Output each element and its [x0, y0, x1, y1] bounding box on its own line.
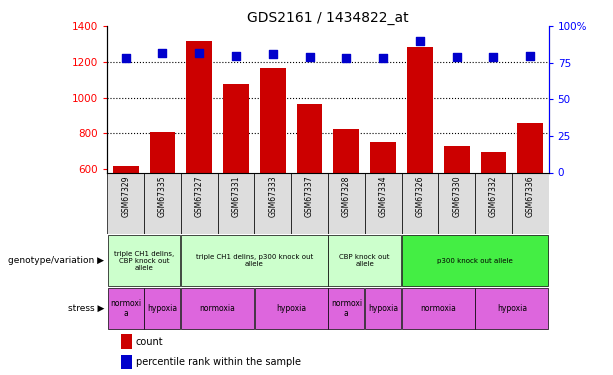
Bar	[370, 142, 396, 172]
Bar	[291, 172, 328, 234]
Bar	[329, 288, 364, 329]
Bar	[223, 84, 249, 172]
Text: GSM67336: GSM67336	[526, 176, 535, 217]
Bar	[517, 123, 543, 172]
Bar	[297, 104, 322, 172]
Point	[231, 53, 241, 58]
Bar	[186, 40, 212, 172]
Bar	[329, 236, 401, 286]
Text: GSM67326: GSM67326	[416, 176, 424, 217]
Text: normoxia: normoxia	[421, 304, 456, 313]
Text: hypoxia: hypoxia	[497, 304, 527, 313]
Bar	[181, 236, 327, 286]
Text: triple CH1 delins,
CBP knock out
allele: triple CH1 delins, CBP knock out allele	[114, 251, 174, 271]
Bar	[113, 166, 139, 172]
Bar	[254, 172, 291, 234]
Point	[415, 38, 425, 44]
Point	[194, 50, 204, 55]
Bar	[108, 288, 143, 329]
Bar	[402, 288, 474, 329]
Text: GSM67331: GSM67331	[232, 176, 240, 217]
Bar	[476, 288, 548, 329]
Bar	[444, 146, 470, 172]
Point	[452, 54, 462, 60]
Point	[341, 56, 351, 62]
Point	[305, 54, 314, 60]
Text: stress ▶: stress ▶	[68, 304, 104, 313]
Text: count: count	[136, 336, 164, 346]
Bar	[255, 288, 327, 329]
Point	[158, 50, 167, 55]
Point	[268, 51, 278, 57]
Text: normoxi
a: normoxi a	[331, 299, 362, 318]
Bar	[365, 172, 402, 234]
Text: percentile rank within the sample: percentile rank within the sample	[136, 357, 301, 367]
Text: genotype/variation ▶: genotype/variation ▶	[8, 256, 104, 265]
Text: GSM67329: GSM67329	[121, 176, 130, 217]
Bar	[512, 172, 549, 234]
Bar	[402, 236, 548, 286]
Title: GDS2161 / 1434822_at: GDS2161 / 1434822_at	[247, 11, 409, 25]
Bar	[407, 47, 433, 172]
Text: GSM67327: GSM67327	[195, 176, 204, 217]
Text: normoxi
a: normoxi a	[110, 299, 141, 318]
Bar	[328, 172, 365, 234]
Text: GSM67335: GSM67335	[158, 176, 167, 217]
Text: hypoxia: hypoxia	[147, 304, 178, 313]
Text: GSM67328: GSM67328	[342, 176, 351, 217]
Text: hypoxia: hypoxia	[276, 304, 306, 313]
Bar	[218, 172, 254, 234]
Bar	[121, 355, 132, 369]
Bar	[181, 172, 218, 234]
Bar	[438, 172, 475, 234]
Bar	[260, 68, 286, 172]
Bar	[475, 172, 512, 234]
Bar	[150, 132, 175, 172]
Bar	[145, 288, 180, 329]
Point	[121, 56, 131, 62]
Point	[525, 53, 535, 58]
Bar	[107, 172, 144, 234]
Text: GSM67333: GSM67333	[268, 176, 277, 217]
Text: GSM67334: GSM67334	[379, 176, 387, 217]
Text: hypoxia: hypoxia	[368, 304, 398, 313]
Bar	[481, 152, 506, 172]
Text: CBP knock out
allele: CBP knock out allele	[340, 254, 390, 267]
Text: p300 knock out allele: p300 knock out allele	[437, 258, 513, 264]
Bar	[108, 236, 180, 286]
Point	[378, 56, 388, 62]
Bar	[402, 172, 438, 234]
Text: normoxia: normoxia	[200, 304, 235, 313]
Text: GSM67330: GSM67330	[452, 176, 461, 217]
Text: triple CH1 delins, p300 knock out
allele: triple CH1 delins, p300 knock out allele	[196, 254, 313, 267]
Text: GSM67332: GSM67332	[489, 176, 498, 217]
Bar	[365, 288, 401, 329]
Text: GSM67337: GSM67337	[305, 176, 314, 217]
Bar	[333, 129, 359, 172]
Bar	[144, 172, 181, 234]
Bar	[121, 334, 132, 349]
Bar	[181, 288, 254, 329]
Point	[489, 54, 498, 60]
